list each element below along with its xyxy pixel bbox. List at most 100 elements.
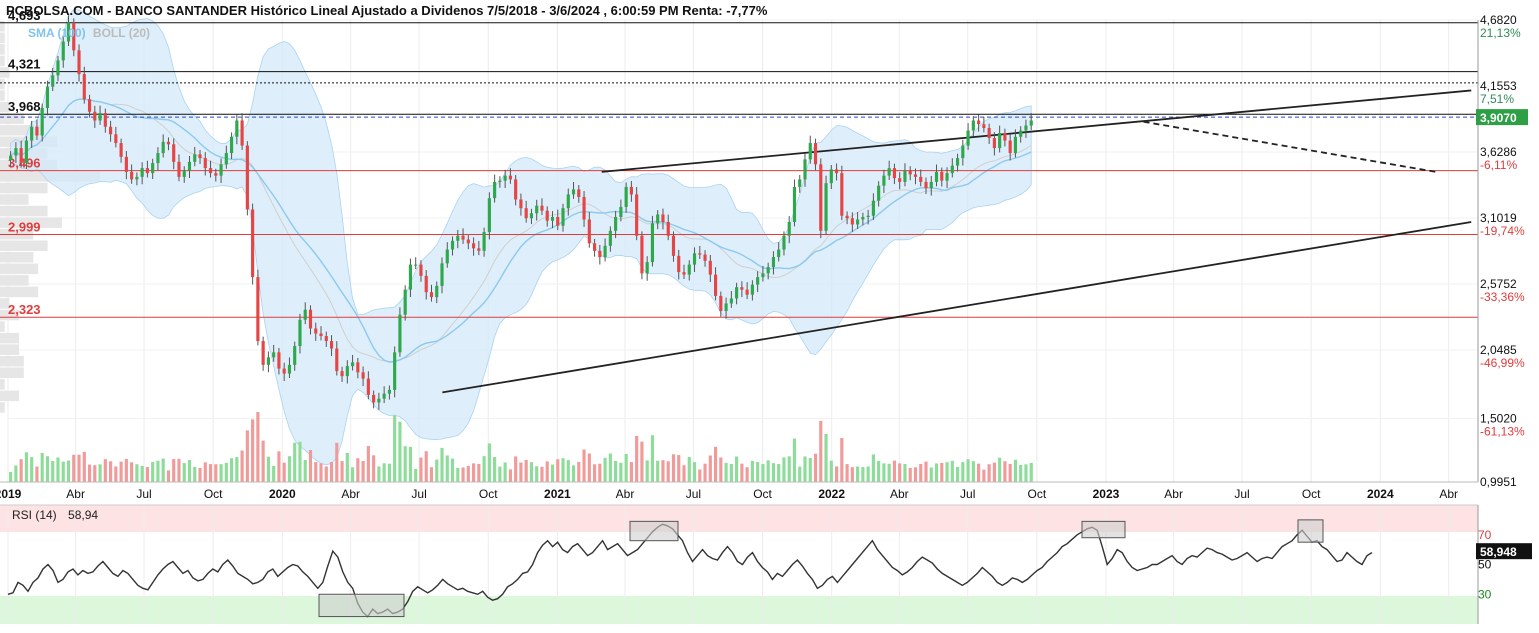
candle-up — [193, 154, 197, 162]
volume-bar-up — [24, 452, 28, 482]
candle-up — [272, 352, 276, 358]
candle-up — [771, 257, 776, 268]
volume-bar-down — [666, 461, 670, 482]
candle-down — [582, 196, 586, 220]
volume-bar-up — [403, 446, 407, 482]
volume-profile-bar — [0, 367, 24, 379]
candle-up — [298, 319, 302, 347]
volume-bar-down — [508, 469, 512, 482]
candle-up — [98, 112, 102, 121]
candle-up — [445, 249, 449, 264]
candle-down — [256, 277, 260, 342]
volume-bar-down — [592, 464, 597, 482]
volume-bar-up — [445, 455, 449, 482]
volume-bar-down — [87, 464, 92, 482]
x-tick-label: Oct — [1302, 487, 1321, 501]
volume-bar-up — [656, 460, 660, 482]
candle-down — [587, 219, 591, 244]
volume-bar-down — [240, 450, 244, 482]
volume-bar-down — [982, 469, 986, 482]
rsi-value-badge — [1476, 543, 1532, 560]
volume-bar-down — [172, 459, 176, 482]
y-tick-label: 2,5752 — [1480, 277, 1517, 291]
volume-bar-up — [219, 464, 223, 482]
candle-down — [682, 272, 686, 275]
volume-bar-down — [682, 465, 686, 482]
candle-down — [898, 178, 902, 182]
candle-down — [940, 171, 944, 181]
candle-up — [414, 264, 418, 266]
rsi-highlight-box — [318, 593, 405, 618]
candle-up — [493, 181, 497, 199]
x-tick-label: Abr — [66, 487, 85, 501]
volume-profile-bar — [0, 390, 20, 402]
candle-up — [24, 140, 28, 164]
volume-bar-up — [1013, 459, 1018, 482]
candle-up — [756, 277, 760, 285]
candle-down — [845, 215, 849, 219]
candle-down — [203, 158, 207, 169]
candle-up — [135, 176, 139, 180]
y-pct-label: 7,51% — [1480, 92, 1514, 106]
candle-down — [740, 287, 744, 290]
candle-down — [713, 274, 718, 296]
x-tick-label: Jul — [960, 487, 975, 501]
volume-profile-bar — [0, 379, 5, 390]
trendline — [442, 221, 1472, 394]
candle-up — [382, 393, 386, 399]
volume-profile-bar — [0, 355, 24, 367]
volume-bar-up — [298, 441, 302, 482]
x-tick-label: 2022 — [818, 487, 845, 501]
candle-up — [950, 165, 954, 174]
volume-profile-bar — [0, 194, 29, 205]
volume-bar-down — [114, 466, 118, 482]
volume-bar-up — [414, 469, 418, 482]
volume-bar-up — [235, 457, 239, 482]
candle-down — [834, 169, 839, 174]
current-price-badge — [1476, 109, 1528, 126]
volume-bar-up — [729, 464, 733, 482]
boll-legend: BOLL (20) — [92, 26, 151, 40]
volume-bar-up — [766, 460, 770, 482]
candle-down — [524, 208, 528, 219]
volume-bar-down — [940, 462, 944, 482]
horizontal-levels: 4,693 4,321 3,968 3,496 2,999 2,323 — [0, 8, 1478, 318]
candle-up — [287, 364, 292, 374]
candle-down — [1008, 140, 1012, 154]
candle-down — [577, 189, 581, 197]
volume-bar-up — [303, 460, 307, 482]
volume-bar-up — [692, 462, 697, 482]
volume-bar-down — [419, 457, 423, 482]
y-pct-label: -61,13% — [1480, 424, 1525, 438]
volume-bar-down — [545, 461, 549, 482]
candlesticks — [9, 15, 1033, 410]
volume-bar-down — [840, 438, 844, 482]
rsi-highlight-box — [1297, 519, 1324, 543]
y-tick-label: 4,1553 — [1480, 79, 1517, 93]
volume-bar-up — [614, 461, 618, 482]
volume-bar-up — [351, 467, 355, 482]
volume-bar-down — [556, 459, 560, 482]
candle-down — [592, 243, 597, 251]
volume-bar-up — [624, 453, 628, 482]
candle-up — [961, 145, 965, 159]
candle-up — [456, 235, 460, 241]
candle-up — [998, 133, 1002, 149]
candle-up — [1024, 125, 1028, 131]
candle-down — [19, 148, 23, 164]
candle-down — [677, 255, 681, 273]
volume-bar-up — [493, 457, 497, 482]
price-level-label: 2,999 — [8, 220, 41, 235]
candle-down — [519, 199, 523, 209]
volume-bar-up — [561, 458, 565, 482]
volume-bar-down — [82, 451, 86, 482]
candle-down — [598, 250, 602, 258]
volume-bar-down — [519, 462, 523, 482]
candle-down — [77, 50, 81, 75]
volume-bar-up — [287, 456, 292, 482]
volume-bar-up — [966, 459, 970, 482]
y-tick-label: 0,9951 — [1480, 475, 1517, 489]
x-tick-label: Jul — [411, 487, 426, 501]
volume-bar-up — [603, 457, 607, 482]
